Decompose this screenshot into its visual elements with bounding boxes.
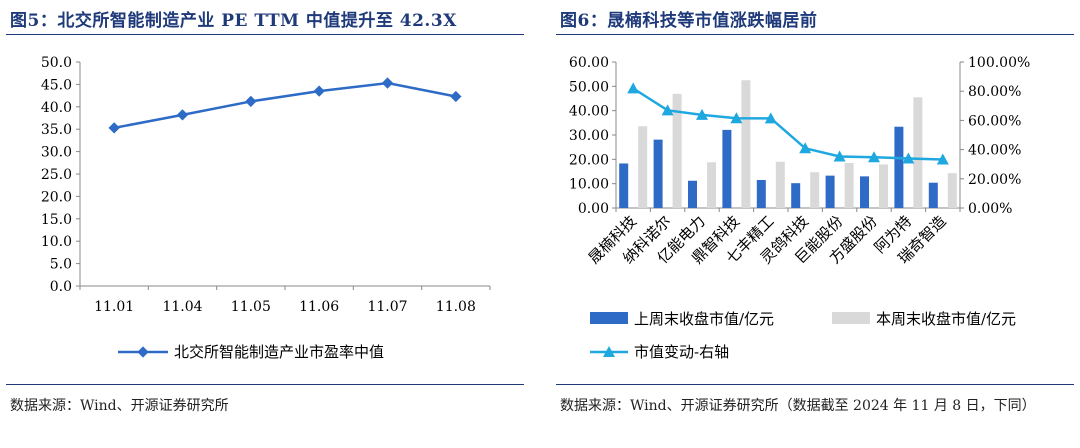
legend-label-last-week: 上周末收盘市值/亿元: [634, 310, 774, 328]
figure-6-source: 数据来源：Wind、开源证券研究所（数据截至 2024 年 11 月 8 日，下…: [560, 398, 1036, 414]
market-cap-change-line: [632, 87, 943, 161]
y-tick-label: 50.00: [569, 79, 609, 95]
data-point: [176, 109, 189, 121]
y-tick-label: 15.0: [41, 212, 72, 228]
data-point: [764, 112, 777, 124]
figure-5-top-rule: [6, 34, 524, 35]
data-point: [245, 95, 257, 108]
bar-this-week: [707, 162, 716, 208]
figure-6-top-rule: [556, 34, 1074, 35]
bar-last-week: [825, 175, 835, 208]
bar-last-week: [928, 182, 938, 208]
bar-last-week: [791, 183, 801, 208]
data-point: [661, 104, 674, 116]
bar-last-week: [722, 129, 732, 208]
legend-label-change: 市值变动-右轴: [634, 343, 729, 361]
y-tick-label: 30.0: [41, 145, 72, 161]
y-tick-label: 30.00: [569, 128, 609, 144]
y-tick-label: 10.0: [41, 234, 72, 250]
y-tick-label: 40.0: [41, 100, 72, 116]
legend-label-this-week: 本周末收盘市值/亿元: [876, 310, 1016, 328]
bar-last-week: [688, 180, 697, 208]
data-point: [450, 90, 462, 103]
y2-tick-label: 60.00%: [968, 113, 1021, 129]
pe-median-line-chart: 0.0 5.0 10.0 15.0 20.0 25.0 30.0 35.0 40.0 45.0 50…: [41, 55, 491, 361]
y-tick-label: 20.0: [41, 189, 72, 205]
x-tick-label: 11.07: [367, 299, 407, 315]
data-point: [108, 122, 120, 134]
bar-last-week: [653, 139, 663, 208]
bar-last-week: [756, 180, 766, 208]
legend-marker: [137, 346, 149, 358]
figure-5-title: 图5：北交所智能制造产业 PE TTM 中值提升至 42.3X: [10, 11, 457, 31]
y-tick-label: 35.0: [41, 122, 72, 138]
x-tick-label: 11.08: [436, 299, 476, 315]
legend-swatch-this-week: [832, 312, 870, 324]
y-tick-label: 40.00: [569, 104, 609, 120]
y-tick-label: 10.00: [569, 177, 609, 193]
bar-last-week: [860, 176, 869, 208]
legend-marker: [603, 346, 615, 357]
y-tick-label: 25.0: [41, 167, 72, 183]
bar-this-week: [879, 164, 888, 208]
market-cap-combo-chart: 0.00 10.00 20.00 30.00 40.00 50.00 60.00 0.00% 2…: [569, 55, 1030, 361]
y2-tick-label: 80.00%: [968, 84, 1021, 100]
x-tick-label: 11.04: [162, 299, 202, 315]
bar-this-week: [810, 172, 820, 208]
bar-this-week: [913, 97, 923, 208]
data-point: [868, 151, 880, 163]
y-tick-label: 50.0: [41, 55, 72, 71]
x-tick-label: 11.06: [299, 299, 339, 315]
data-point: [936, 153, 949, 165]
bar-this-week: [741, 80, 751, 208]
y2-tick-label: 20.00%: [968, 172, 1021, 188]
data-point: [381, 77, 394, 89]
figure-5-panel: 图5：北交所智能制造产业 PE TTM 中值提升至 42.3X 0.0 5.0 10…: [0, 0, 530, 448]
data-point: [313, 85, 325, 97]
data-point: [730, 112, 743, 124]
y2-tick-label: 100.00%: [968, 55, 1030, 71]
data-point: [627, 82, 640, 94]
y-tick-label: 0.0: [50, 279, 72, 295]
bar-this-week: [844, 162, 854, 208]
y-tick-label: 60.00: [569, 55, 609, 71]
data-point: [799, 142, 812, 154]
bar-last-week: [619, 163, 629, 208]
y-tick-label: 45.0: [41, 77, 72, 93]
legend-label: 北交所智能制造产业市盈率中值: [174, 343, 384, 361]
figure-6-bottom-rule: [556, 384, 1074, 385]
y2-tick-label: 40.00%: [968, 143, 1021, 159]
y-tick-label: 5.0: [50, 257, 72, 273]
bar-last-week: [894, 126, 904, 208]
y2-tick-label: 0.00%: [968, 201, 1012, 217]
bar-this-week: [947, 173, 957, 208]
figure-6-title: 图6：晟楠科技等市值涨跌幅居前: [560, 11, 818, 31]
series-line: [113, 81, 457, 130]
data-point: [833, 150, 846, 162]
bar-this-week: [638, 126, 648, 208]
data-point: [902, 152, 915, 164]
y-tick-label: 20.00: [569, 152, 609, 168]
x-tick-label: 11.01: [94, 299, 134, 315]
x-tick-label: 11.05: [231, 299, 271, 315]
figure-5-bottom-rule: [6, 384, 524, 385]
bar-this-week: [672, 93, 682, 208]
data-point: [696, 108, 708, 120]
y-tick-label: 0.00: [578, 201, 609, 217]
bar-this-week: [775, 161, 785, 208]
figure-5-source: 数据来源：Wind、开源证券研究所: [10, 398, 229, 414]
legend-swatch-last-week: [590, 312, 628, 324]
figure-6-panel: 图6：晟楠科技等市值涨跌幅居前 0.00 10.00 20.00 30.00 40.00…: [550, 0, 1080, 448]
